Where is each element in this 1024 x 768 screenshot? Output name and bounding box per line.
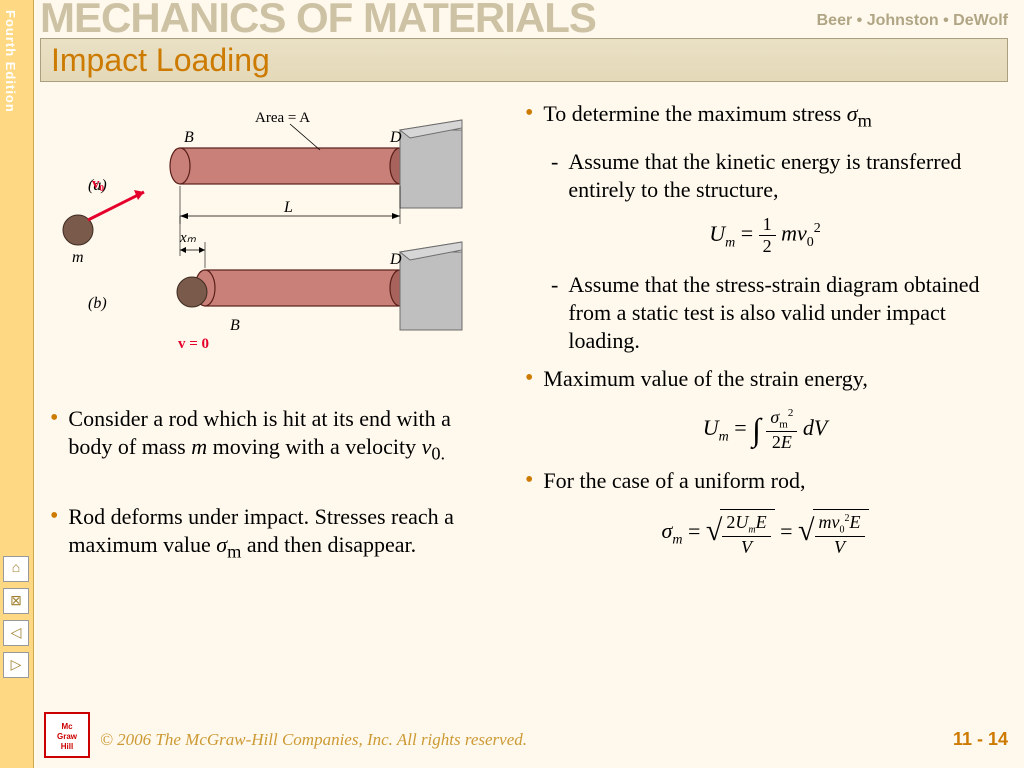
authors: Beer • Johnston • DeWolf: [817, 12, 1008, 30]
wall-a: [400, 120, 462, 208]
mass-ball-b: [177, 277, 207, 307]
equation-sigma: σm = √2UmEV = √mv02EV: [525, 509, 1005, 558]
label-xm: xₘ: [179, 230, 197, 246]
slide-title: Impact Loading: [51, 42, 270, 79]
label-m: m: [72, 249, 84, 266]
bullet-r1: • To determine the maximum stress σm: [525, 100, 1005, 134]
bullet-left-2: • Rod deforms under impact. Stresses rea…: [50, 503, 490, 565]
page-number: 11 - 14: [953, 729, 1008, 750]
equation-strain-energy: Um = ∫ σm2 2E dV: [525, 407, 1005, 453]
book-title: MECHANICS OF MATERIALS: [40, 0, 596, 42]
svg-text:Graw: Graw: [57, 732, 78, 741]
label-D-a: D: [389, 129, 402, 146]
label-D-b: D: [389, 251, 402, 268]
mcgraw-hill-logo-icon: Mc Graw Hill: [42, 710, 92, 760]
label-b: (b): [88, 295, 107, 312]
svg-text:Mc: Mc: [61, 722, 73, 731]
equation-kinetic: Um = 12 mv02: [525, 214, 1005, 257]
bullet-left-1: • Consider a rod which is hit at its end…: [50, 405, 490, 467]
sub-r1: - Assume that the kinetic energy is tran…: [551, 148, 1005, 204]
bullet-r3: • For the case of a uniform rod,: [525, 467, 1005, 495]
copyright: © 2006 The McGraw-Hill Companies, Inc. A…: [100, 730, 527, 750]
impact-diagram: (a) B D Area = A L v₀ m (b): [50, 100, 490, 390]
label-B-b: B: [230, 317, 240, 334]
left-column: • Consider a rod which is hit at its end…: [50, 405, 490, 580]
rod-a: [170, 148, 410, 184]
area-label: Area = A: [255, 110, 310, 126]
label-B-a: B: [184, 129, 194, 146]
nav-icons: ⌂ ⊠ ◁ ▷: [3, 556, 29, 678]
label-v0: v₀: [92, 176, 105, 192]
content-area: (a) B D Area = A L v₀ m (b): [50, 90, 1010, 710]
home-icon[interactable]: ⌂: [3, 556, 29, 582]
sidebar: Fourth Edition ⌂ ⊠ ◁ ▷: [0, 0, 34, 768]
rod-b: [195, 270, 410, 306]
right-column: • To determine the maximum stress σm - A…: [525, 100, 1005, 572]
edition-label: Fourth Edition: [3, 10, 18, 113]
close-icon[interactable]: ⊠: [3, 588, 29, 614]
label-v-eq-0: v = 0: [178, 336, 209, 352]
sub-r2: - Assume that the stress-strain diagram …: [551, 271, 1005, 355]
bullet-icon: •: [50, 405, 58, 467]
next-icon[interactable]: ▷: [3, 652, 29, 678]
label-L: L: [283, 199, 293, 216]
slide-title-bar: Impact Loading: [40, 38, 1008, 82]
wall-b: [400, 242, 462, 330]
bullet-r2: • Maximum value of the strain energy,: [525, 365, 1005, 393]
bullet-icon: •: [50, 503, 58, 565]
prev-icon[interactable]: ◁: [3, 620, 29, 646]
svg-text:Hill: Hill: [61, 742, 73, 751]
